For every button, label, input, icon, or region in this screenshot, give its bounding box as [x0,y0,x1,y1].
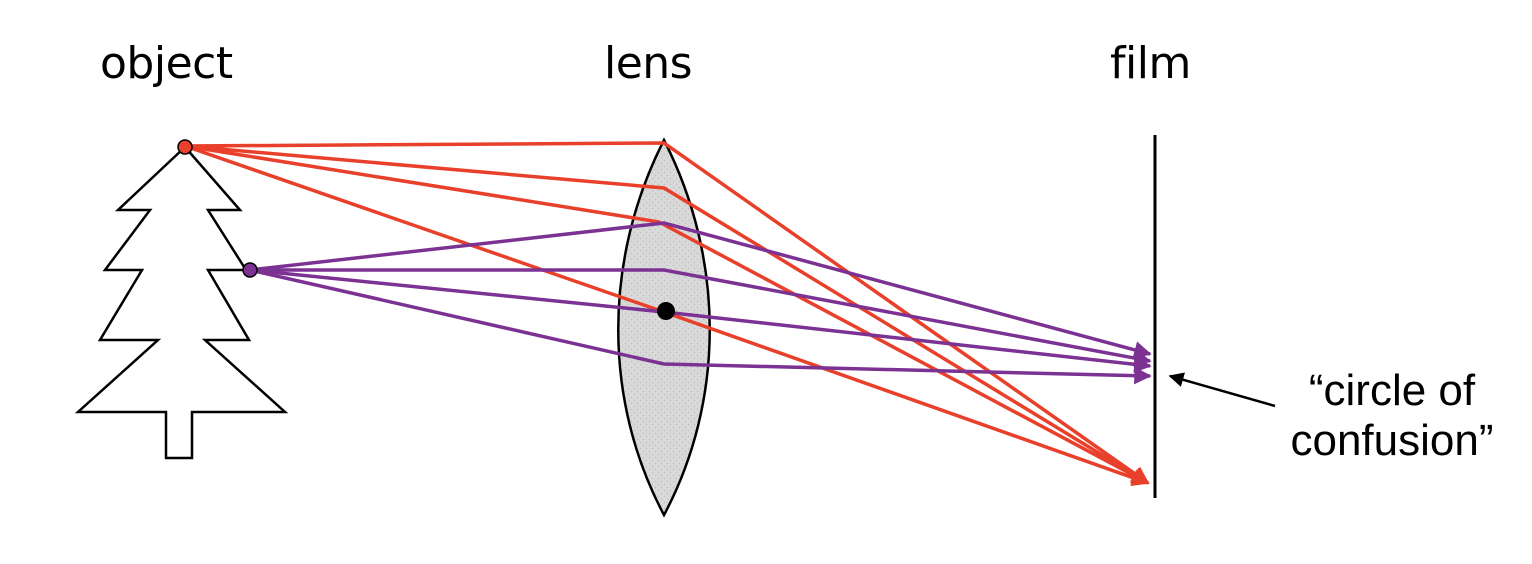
object-label: object [100,38,233,89]
circle-of-confusion-line1: “circle of [1308,366,1476,415]
purple-ray [249,221,1152,359]
tree-icon [74,145,289,460]
lens-label: lens [604,38,693,89]
circle-of-confusion-pointer [1168,372,1276,408]
purple-ray [249,268,1152,385]
film-label: film [1110,38,1191,89]
purple-ray [250,268,1152,367]
red-ray [184,144,1150,485]
convex-lens-icon [617,137,711,518]
object-middle-point [242,262,258,278]
circle-of-confusion-label: “circle of confusion” [1262,366,1522,466]
circle-of-confusion-line2: confusion” [1290,416,1494,465]
red-ray [184,141,1150,485]
object-top-point [177,139,193,155]
lens-center-point [657,302,675,320]
